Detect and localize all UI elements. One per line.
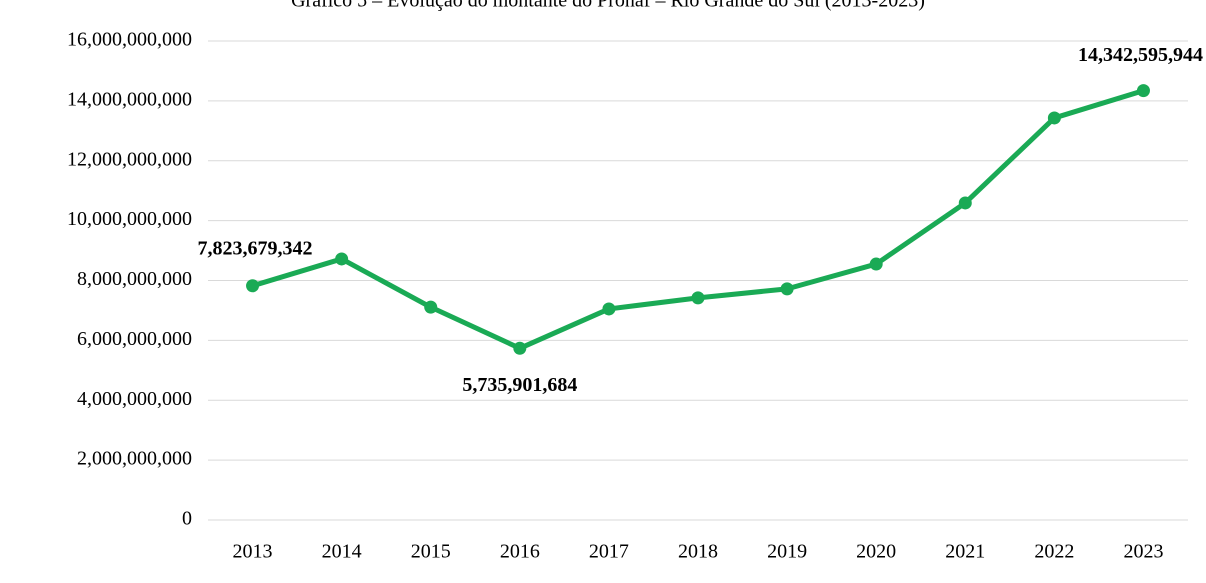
x-tick-label: 2018 (678, 541, 718, 563)
series-line (251, 88, 1145, 351)
data-point (869, 257, 883, 271)
x-tick-label: 2013 (233, 541, 273, 563)
y-tick-label: 10,000,000,000 (67, 208, 192, 230)
data-point (424, 300, 438, 314)
y-tick-label: 0 (182, 508, 192, 530)
x-tick-label: 2020 (856, 541, 896, 563)
data-point (335, 252, 349, 266)
data-label: 14,342,595,944 (1078, 44, 1203, 66)
y-tick-label: 2,000,000,000 (77, 448, 192, 470)
data-point (780, 282, 794, 296)
x-tick-label: 2016 (500, 541, 540, 563)
y-tick-label: 8,000,000,000 (77, 268, 192, 290)
data-point (513, 341, 527, 355)
y-tick-label: 14,000,000,000 (67, 88, 192, 110)
data-point (691, 291, 705, 305)
x-tick-label: 2022 (1034, 541, 1074, 563)
x-tick-label: 2023 (1123, 541, 1163, 563)
x-tick-label: 2015 (411, 541, 451, 563)
data-point (246, 279, 260, 293)
y-tick-label: 4,000,000,000 (77, 388, 192, 410)
data-point (958, 196, 972, 210)
x-tick-label: 2014 (322, 541, 362, 563)
y-tick-label: 12,000,000,000 (67, 148, 192, 170)
x-tick-label: 2021 (945, 541, 985, 563)
y-tick-label: 6,000,000,000 (77, 328, 192, 350)
y-tick-label: 16,000,000,000 (67, 29, 192, 51)
data-label: 7,823,679,342 (198, 237, 313, 259)
data-label: 5,735,901,684 (462, 374, 577, 396)
chart-title: Gráfico 5 – Evolução do montante do Pron… (291, 0, 925, 12)
data-point (1136, 84, 1150, 98)
data-point (1047, 111, 1061, 125)
x-tick-label: 2017 (589, 541, 629, 563)
x-tick-label: 2019 (767, 541, 807, 563)
data-point (602, 302, 616, 316)
